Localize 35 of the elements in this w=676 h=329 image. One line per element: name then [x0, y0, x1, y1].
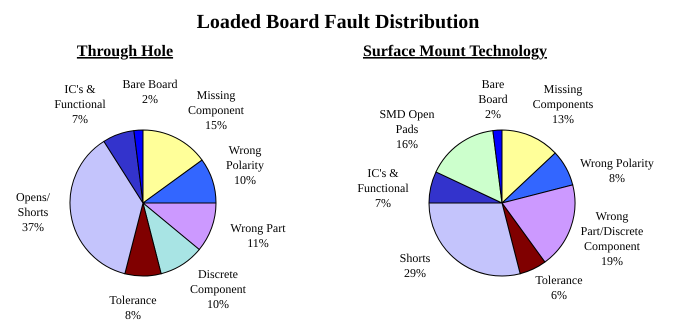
data-label: 15%: [205, 118, 227, 132]
slice-label: SMD Open Pads: [379, 107, 435, 136]
slice-label: Tolerance: [109, 293, 157, 307]
data-label: 19%: [601, 254, 623, 268]
slice-label: Shorts: [400, 251, 431, 265]
data-label: 10%: [207, 297, 229, 311]
data-label: 2%: [142, 92, 158, 106]
slice-label: IC's & Functional: [357, 166, 410, 195]
data-label: 7%: [72, 112, 88, 126]
data-label: 8%: [125, 308, 141, 322]
slice-label: Opens/Shorts: [16, 190, 51, 219]
slice-label: Bare Board: [122, 77, 178, 91]
slice-label: IC's & Functional: [54, 82, 106, 111]
data-label: 8%: [609, 171, 625, 185]
data-label: 29%: [404, 266, 426, 280]
slice-label: Tolerance: [535, 273, 583, 287]
slice-label: Missing Component: [188, 88, 245, 117]
data-label: 16%: [396, 137, 418, 151]
slice-label: Wrong Part: [230, 221, 286, 235]
data-label: 6%: [551, 288, 567, 302]
text: Loaded Board Fault Distribution: [196, 11, 480, 33]
slice-label: Wrong Polarity: [226, 143, 264, 172]
slice-label: Wrong Part/Discrete Component: [580, 209, 644, 253]
data-label: 10%: [234, 173, 256, 187]
data-label: 2%: [485, 107, 501, 121]
data-label: 13%: [552, 112, 574, 126]
slice-label: Wrong Polarity: [580, 156, 654, 170]
data-label: 37%: [22, 220, 44, 234]
data-label: 7%: [375, 196, 391, 210]
slice-label: Missing Components: [532, 82, 594, 111]
data-label: 11%: [247, 236, 269, 250]
slice-label: Bare Board: [478, 77, 508, 106]
slice-label: Discrete Component: [190, 267, 247, 296]
chart-subtitle: Through Hole: [76, 43, 174, 60]
chart-subtitle: Surface Mount Technology: [362, 43, 548, 60]
